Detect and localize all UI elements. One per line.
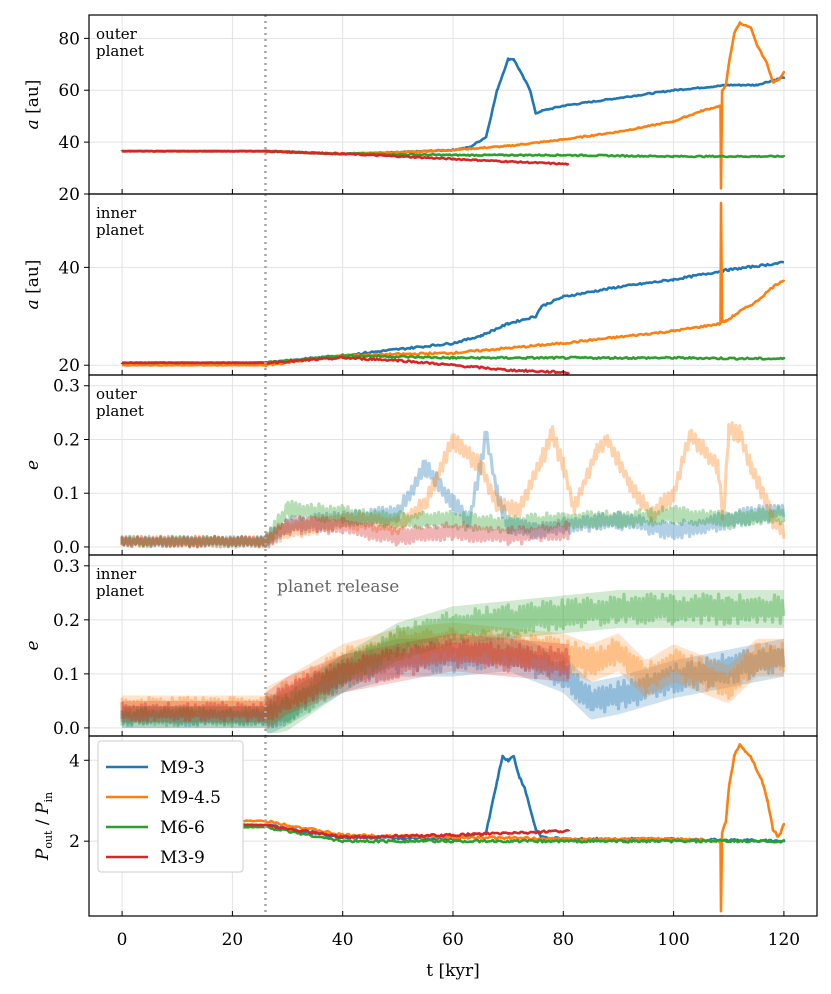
y-tick-label: 0.0: [53, 719, 80, 739]
y-tick-label: 2: [69, 832, 80, 852]
series-band-m3-9: [122, 633, 569, 729]
y-tick-label: 60: [58, 81, 80, 101]
series-line-m9-3: [120, 430, 786, 549]
panel-label: outer: [96, 385, 138, 403]
legend: M9-3 M9-4.5 M6-6 M3-9: [97, 740, 244, 873]
series-line-m9-4_5: [120, 421, 786, 549]
gridlines: [89, 375, 817, 555]
y-tick-label: 20: [58, 356, 80, 376]
legend-label: M6-6: [160, 818, 205, 838]
y-tick-label: 0.1: [53, 484, 80, 504]
x-tick-label: 0: [117, 930, 128, 950]
panel-label: planet: [96, 221, 144, 239]
legend-label: M9-3: [160, 758, 205, 778]
series-group: [120, 421, 786, 549]
series-group: [120, 201, 786, 375]
panel-label: inner: [96, 204, 137, 222]
series-band-m9-4_5: [122, 622, 784, 725]
y-tick-label: 0.3: [53, 557, 80, 577]
series-group: [120, 21, 786, 190]
y-tick-label: 0.0: [53, 538, 80, 558]
panel-label: outer: [96, 25, 138, 43]
panel-label: planet: [96, 402, 144, 420]
series-line-m3-9: [120, 355, 571, 375]
y-axis-label: Pout / Pin: [33, 792, 55, 861]
x-axis: 0 20 40 60 80 100 120: [117, 930, 800, 950]
x-tick-label: 20: [222, 930, 244, 950]
x-tick-label: 80: [552, 930, 574, 950]
series-line-m9-4_5: [121, 201, 786, 368]
panel-label: inner: [96, 565, 137, 583]
series-line-m9-4_5: [120, 626, 786, 717]
series-band-m9-3: [122, 633, 784, 734]
series-line-m9-3: [120, 636, 786, 729]
series-line-m3-9: [121, 149, 570, 166]
panel-label: planet: [96, 582, 144, 600]
gridlines: [89, 15, 817, 195]
x-tick-label: 100: [657, 930, 689, 950]
y-axis-label: a [au]: [23, 80, 43, 130]
release-annotation: planet release: [277, 577, 399, 597]
series-band-m6-6: [122, 590, 784, 734]
y-tick-label: 40: [58, 258, 80, 278]
panel-label: planet: [96, 42, 144, 60]
y-tick-label: 0.2: [53, 611, 80, 631]
y-tick-label: 0.3: [53, 377, 80, 397]
y-axis-label: e: [23, 640, 43, 650]
series-group: [120, 590, 786, 734]
legend-label: M3-9: [160, 848, 205, 868]
y-tick-label: 20: [58, 185, 80, 205]
gridlines: [89, 555, 817, 736]
y-axis-label: e: [23, 460, 43, 470]
x-axis-label: t [kyr]: [426, 961, 480, 981]
y-tick-label: 4: [69, 751, 80, 771]
y-tick-label: 40: [58, 133, 80, 153]
legend-label: M9-4.5: [160, 788, 221, 808]
series-line-m3-9: [120, 514, 571, 549]
y-tick-label: 0.2: [53, 430, 80, 450]
y-axis-label: a [au]: [23, 260, 43, 310]
x-tick-label: 40: [332, 930, 354, 950]
y-tick-label: 80: [58, 29, 80, 49]
series-line-m3-9: [120, 638, 571, 723]
x-tick-label: 60: [442, 930, 464, 950]
y-tick-label: 0.1: [53, 665, 80, 685]
series-line-m6-6: [120, 499, 786, 549]
x-tick-label: 120: [768, 930, 800, 950]
gridlines: [89, 194, 817, 375]
series-line-m6-6: [120, 592, 786, 728]
